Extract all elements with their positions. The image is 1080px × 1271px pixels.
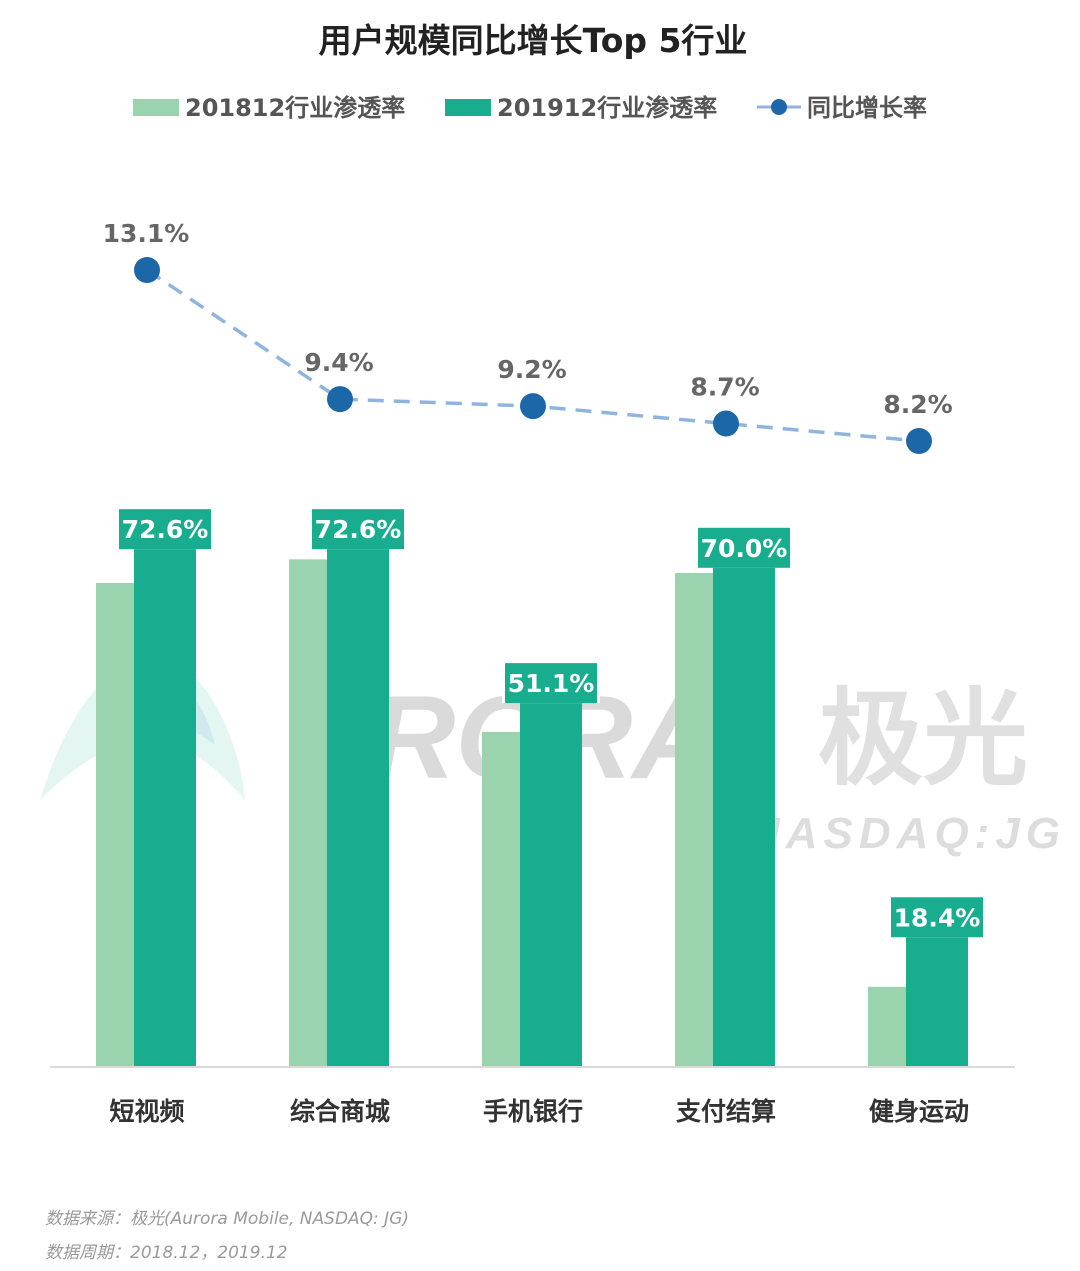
bar-201912 (327, 547, 389, 1067)
chart-title: 用户规模同比增长Top 5行业 (319, 21, 748, 60)
legend-swatch (133, 99, 179, 116)
legend-label: 201812行业渗透率 (185, 94, 405, 122)
legend-marker (771, 99, 787, 115)
category-label: 手机银行 (483, 1097, 583, 1126)
source-note: 数据来源：极光(Aurora Mobile, NASDAQ: JG) (45, 1209, 409, 1229)
growth-value-label: 9.2% (497, 355, 566, 384)
growth-point (906, 428, 932, 454)
bar-201912 (520, 701, 582, 1067)
growth-point (327, 386, 353, 413)
category-labels: 短视频 综合商城 手机银行 支付结算 健身运动 (109, 1097, 969, 1126)
growth-point (134, 257, 160, 283)
bar-201912 (134, 547, 196, 1067)
bar-label-box (891, 897, 983, 938)
legend: 201812行业渗透率 201912行业渗透率 同比增长率 (133, 94, 927, 122)
legend-item-growth: 同比增长率 (757, 94, 927, 122)
bars-layer: 72.6% 72.6% 51.1% 70.0% 18.4% (96, 506, 986, 1067)
bar-value-label: 51.1% (508, 669, 595, 698)
legend-item-201912: 201912行业渗透率 (445, 94, 717, 122)
bar-value-label: 18.4% (894, 903, 981, 932)
bar-value-label: 72.6% (315, 515, 402, 544)
legend-label: 同比增长率 (807, 94, 927, 122)
bar-201912 (906, 935, 968, 1067)
growth-value-label: 8.2% (883, 390, 952, 419)
watermark-brand-cn: 极光 (818, 678, 1028, 800)
bar-value-label: 72.6% (122, 515, 209, 544)
legend-label: 201912行业渗透率 (497, 94, 717, 122)
category-label: 健身运动 (869, 1097, 969, 1126)
category-label: 综合商城 (290, 1097, 390, 1126)
bar-201912 (713, 565, 775, 1067)
watermark-sub: NASDAQ:JG (748, 809, 1066, 858)
growth-value-label: 13.1% (103, 219, 190, 248)
growth-line-layer: 13.1% 9.4% 9.2% 8.7% 8.2% (103, 219, 953, 454)
bar-label-box (505, 663, 597, 704)
period-note: 数据周期：2018.12，2019.12 (45, 1243, 288, 1263)
bar-label-box (119, 509, 211, 550)
bar-value-label: 70.0% (701, 534, 788, 563)
growth-point (520, 393, 546, 420)
category-label: 短视频 (109, 1097, 184, 1126)
bar-label-box (698, 527, 790, 568)
legend-item-201812: 201812行业渗透率 (133, 94, 405, 122)
category-label: 支付结算 (676, 1097, 776, 1126)
growth-point (713, 410, 739, 437)
bar-label-box (312, 509, 404, 550)
legend-swatch (445, 99, 491, 116)
growth-value-label: 9.4% (304, 348, 373, 377)
growth-value-label: 8.7% (690, 373, 759, 402)
